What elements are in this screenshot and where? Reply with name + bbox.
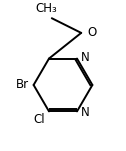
Text: O: O [87,26,96,39]
Text: Br: Br [16,79,29,92]
Text: Cl: Cl [33,113,45,126]
Text: N: N [81,106,89,119]
Text: CH₃: CH₃ [35,2,57,15]
Text: N: N [81,51,89,64]
